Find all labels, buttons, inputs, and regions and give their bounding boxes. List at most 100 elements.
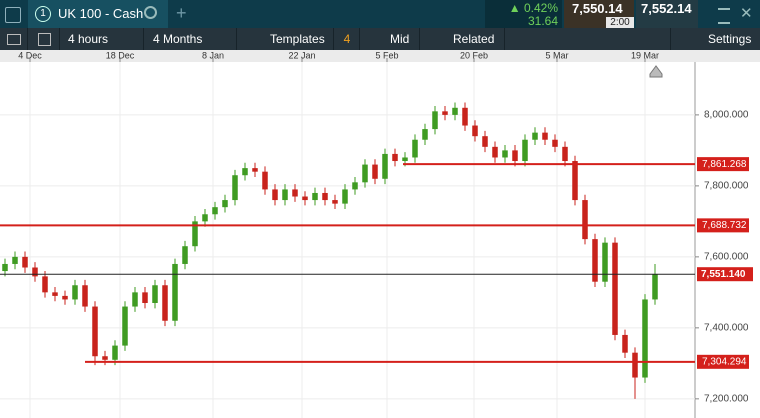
level-label: 7,304.294 <box>702 356 747 367</box>
menu-icon[interactable] <box>5 7 21 23</box>
candle-body <box>432 111 438 130</box>
tab-number: 1 <box>35 6 51 22</box>
level-label: 7,861.268 <box>702 159 747 170</box>
instrument-name: UK 100 - Cash <box>58 6 144 21</box>
x-tick-label: 18 Dec <box>106 50 135 60</box>
candle-body <box>142 292 148 304</box>
related-button[interactable]: Related <box>421 28 505 50</box>
x-tick-label: 20 Feb <box>460 50 488 60</box>
candle-body <box>552 139 558 147</box>
candle-body <box>102 356 108 360</box>
candle-body <box>12 256 18 264</box>
add-tab[interactable]: + <box>176 3 187 23</box>
instrument-tab[interactable]: 1 UK 100 - Cash <box>28 0 168 28</box>
search-icon[interactable] <box>144 6 157 19</box>
x-tick-label: 22 Jan <box>288 50 315 60</box>
x-tick-label: 8 Jan <box>202 50 224 60</box>
candle-body <box>372 164 378 179</box>
candle-body <box>612 242 618 335</box>
candle-body <box>592 239 598 282</box>
candle-body <box>292 189 298 197</box>
candle-body <box>582 200 588 240</box>
layout-button[interactable] <box>28 28 60 50</box>
candle-body <box>602 242 608 282</box>
candle-body <box>482 136 488 147</box>
level-tag <box>697 218 749 233</box>
last-price-label: 7,551.140 <box>701 269 746 280</box>
candle-body <box>212 207 218 215</box>
candle-body <box>2 263 8 272</box>
y-tick-label: 7,200.000 <box>704 393 749 404</box>
candle-body <box>412 139 418 158</box>
menu-button[interactable] <box>0 28 28 50</box>
templates-button[interactable]: Templates <box>238 28 334 50</box>
candle-body <box>642 299 648 378</box>
level-tag <box>697 157 749 172</box>
candle-body <box>202 214 208 222</box>
candle-body <box>522 139 528 162</box>
level-tag <box>697 354 749 369</box>
candle-body <box>122 306 128 346</box>
candle-body <box>112 345 118 360</box>
candle-body <box>252 168 258 172</box>
candle-body <box>652 274 658 300</box>
toolbar: 4 hours 4 Months Templates 4 Mid Related… <box>0 28 760 50</box>
candle-body <box>72 285 78 300</box>
candle-body <box>22 256 28 268</box>
candle-body <box>262 171 268 190</box>
date-strip <box>0 50 760 62</box>
list-icon[interactable] <box>718 8 730 24</box>
candle-body <box>392 153 398 162</box>
y-tick-label: 7,600.000 <box>704 252 749 263</box>
templates-count: 4 <box>335 28 360 50</box>
candle-body <box>632 352 638 378</box>
candle-body <box>502 150 508 158</box>
sell-price: 7,550.14 <box>572 1 623 16</box>
change-pts: 31.64 <box>527 14 558 28</box>
candle-body <box>132 292 138 307</box>
close-icon[interactable]: ✕ <box>740 5 753 22</box>
candle-body <box>462 107 468 126</box>
candle-body <box>92 306 98 357</box>
candle-body <box>62 295 68 300</box>
candle-body <box>312 192 318 201</box>
candle-body <box>422 129 428 140</box>
y-tick-label: 7,400.000 <box>704 322 749 333</box>
candle-body <box>452 107 458 115</box>
change-pct-text: 0.42% <box>523 1 558 15</box>
last-price-tag <box>697 267 753 282</box>
candle-body <box>302 196 308 201</box>
change-pct: ▲ 0.42% <box>508 1 558 15</box>
change-box: ▲ 0.42% 31.64 <box>485 0 562 28</box>
chart: 4 Dec 18 Dec 8 Jan 22 Jan 5 Feb 20 Feb 5 Mar 19… <box>0 50 760 418</box>
candle-body <box>182 246 188 264</box>
candle-body <box>52 292 58 296</box>
range-button[interactable]: 4 Months <box>145 28 237 50</box>
candle-body <box>322 192 328 201</box>
x-tick-label: 19 Mar <box>631 50 659 60</box>
y-tick-label: 8,000.000 <box>704 110 749 121</box>
candle-body <box>352 182 358 190</box>
interval-button[interactable]: 4 hours <box>60 28 144 50</box>
candle-body <box>332 200 338 204</box>
candle-body <box>172 263 178 321</box>
buy-box[interactable]: 7,552.14 <box>636 0 698 28</box>
settings-button[interactable]: Settings <box>670 28 760 50</box>
price-type-button[interactable]: Mid <box>360 28 420 50</box>
candle-body <box>512 150 518 162</box>
candle-body <box>242 168 248 176</box>
sell-box[interactable]: 7,550.14 2:00 <box>564 0 634 28</box>
candle-body <box>222 200 228 208</box>
candle-body <box>272 189 278 201</box>
x-tick-label: 5 Mar <box>545 50 568 60</box>
candle-body <box>572 161 578 201</box>
candle-body <box>342 189 348 204</box>
y-tick-label: 7,800.000 <box>704 181 749 192</box>
candle-body <box>402 157 408 162</box>
candle-body <box>192 221 198 247</box>
candle-body <box>362 164 368 183</box>
candle-body <box>42 276 48 293</box>
scroll-marker[interactable] <box>649 65 663 78</box>
candle-body <box>32 267 38 277</box>
candle-body <box>232 175 238 201</box>
